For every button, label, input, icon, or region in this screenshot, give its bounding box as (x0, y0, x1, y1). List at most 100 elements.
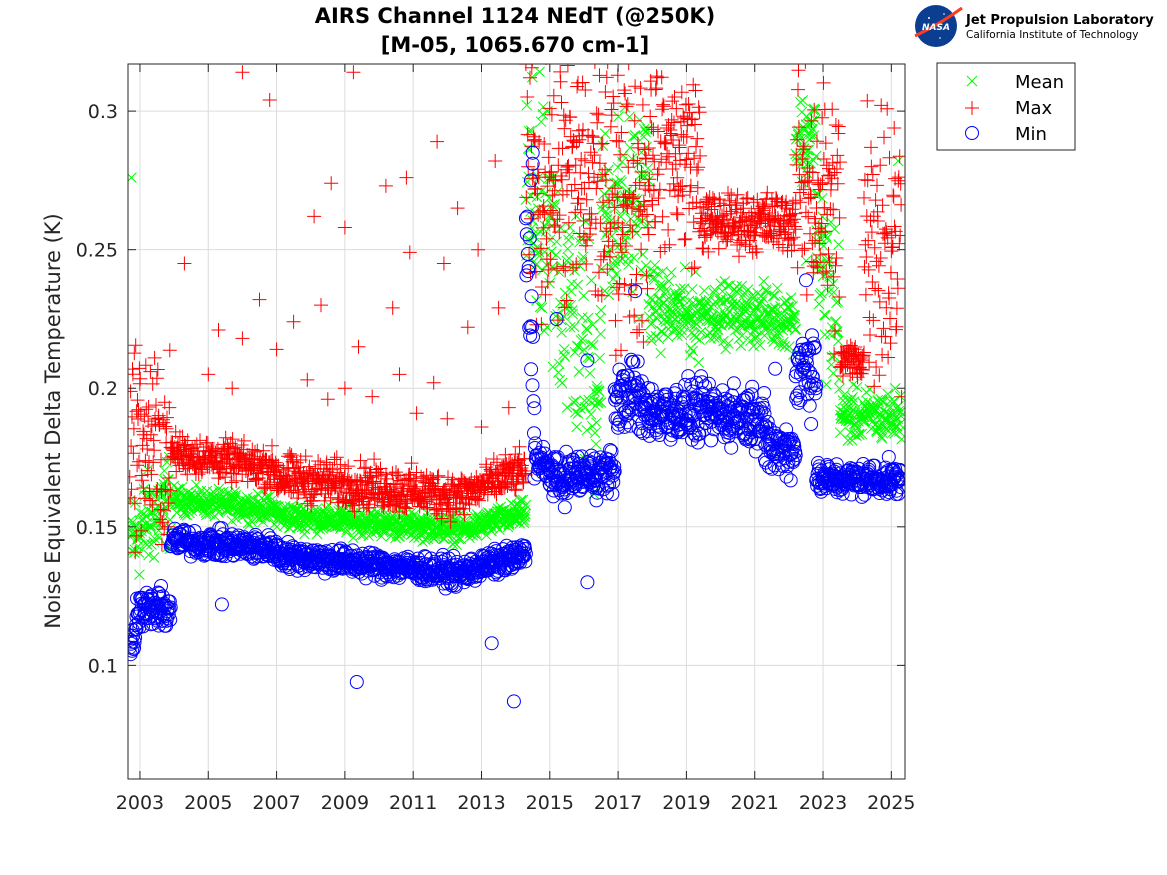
point-mean (585, 338, 596, 350)
point-mean (694, 297, 706, 308)
point-mean (557, 299, 568, 311)
point-mean (579, 395, 590, 406)
point-mean (598, 188, 610, 200)
point-mean (683, 314, 694, 325)
point-mean (134, 569, 145, 580)
point-mean (553, 358, 565, 370)
point-mean (564, 321, 576, 333)
point-mean (535, 116, 547, 128)
nasa-logo-text: NASA (922, 23, 950, 33)
point-mean (634, 114, 646, 126)
point-mean (134, 507, 146, 519)
plot-background (128, 64, 905, 779)
point-mean (528, 255, 540, 267)
point-mean (149, 532, 160, 544)
point-mean (589, 427, 601, 439)
point-mean (561, 402, 573, 413)
point-mean (603, 289, 615, 301)
point-max (794, 48, 808, 62)
point-mean (242, 517, 254, 529)
point-mean (705, 301, 717, 313)
point-mean (624, 111, 635, 123)
point-mean (685, 342, 697, 354)
point-mean (164, 514, 176, 526)
point-mean (567, 308, 578, 320)
point-mean (577, 333, 589, 345)
point-mean (230, 490, 242, 501)
point-mean (529, 231, 540, 243)
point-mean (562, 243, 573, 255)
point-mean (687, 345, 699, 357)
point-mean (631, 227, 642, 239)
point-mean (520, 508, 531, 520)
point-mean (550, 249, 562, 261)
point-mean (659, 288, 671, 300)
point-mean (677, 293, 689, 305)
point-mean (584, 367, 596, 379)
point-mean (520, 499, 532, 511)
point-mean (611, 193, 623, 205)
point-mean (609, 202, 621, 214)
point-mean (612, 161, 624, 173)
point-mean (592, 396, 604, 407)
point-mean (521, 99, 533, 111)
point-mean (639, 269, 651, 280)
point-mean (569, 265, 580, 276)
point-mean (581, 424, 593, 436)
point-mean (141, 539, 153, 550)
point-mean (590, 438, 602, 450)
point-mean (556, 377, 568, 389)
chart-title: AIRS Channel 1124 NEdT (@250K) (315, 4, 716, 28)
point-mean (534, 66, 545, 78)
point-mean (645, 330, 657, 342)
point-mean (323, 499, 334, 511)
point-mean (670, 324, 682, 336)
point-mean (592, 397, 604, 409)
point-mean (569, 346, 581, 358)
point-mean (640, 260, 652, 271)
point-mean (651, 313, 663, 325)
chart-subtitle: [M-05, 1065.670 cm-1] (381, 33, 650, 57)
point-max (799, 27, 813, 41)
point-mean (518, 514, 529, 526)
point-mean (578, 290, 589, 302)
point-mean (559, 351, 571, 363)
point-mean (563, 252, 575, 264)
point-mean (546, 246, 557, 257)
point-mean (676, 329, 688, 341)
jpl-subtitle: California Institute of Technology (966, 29, 1138, 41)
point-mean (630, 130, 641, 142)
point-mean (584, 352, 595, 364)
point-mean (585, 409, 597, 420)
point-mean (595, 397, 607, 408)
point-mean (668, 324, 679, 336)
point-mean (698, 285, 710, 297)
point-mean (519, 511, 531, 523)
point-mean (541, 321, 553, 333)
point-mean (572, 408, 584, 419)
point-mean (147, 511, 159, 523)
point-mean (613, 111, 624, 123)
point-mean (671, 330, 683, 342)
point-mean (534, 301, 546, 313)
point-mean (128, 520, 140, 532)
point-mean (481, 529, 492, 541)
point-mean (540, 187, 551, 199)
point-max (667, 64, 669, 65)
point-mean (608, 258, 620, 270)
point-mean (527, 215, 539, 227)
point-mean (587, 339, 599, 351)
point-mean (678, 283, 690, 294)
point-mean (148, 536, 160, 548)
point-mean (599, 128, 611, 139)
point-mean (573, 366, 585, 377)
point-mean (693, 357, 705, 368)
point-mean (536, 302, 548, 314)
point-mean (627, 131, 639, 142)
point-mean (502, 521, 514, 533)
point-mean (628, 252, 640, 264)
point-mean (712, 332, 724, 344)
jpl-name: Jet Propulsion Laboratory (965, 13, 1154, 28)
point-mean (144, 520, 156, 532)
point-mean (665, 267, 677, 278)
